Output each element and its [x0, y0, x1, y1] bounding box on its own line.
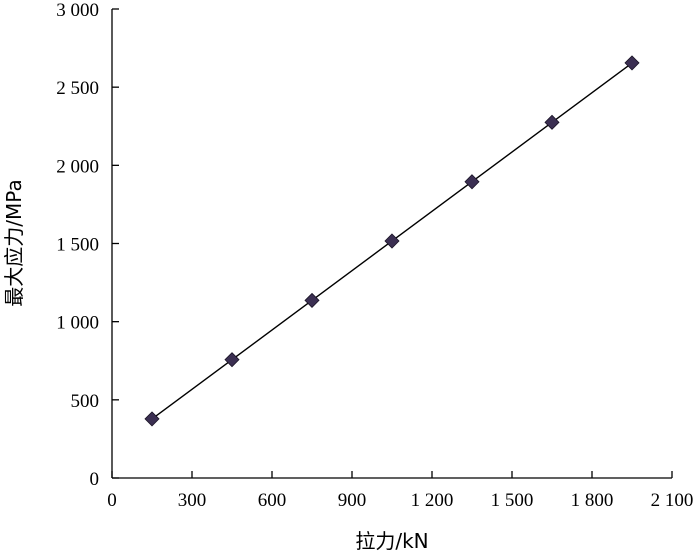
x-tick-label: 1 200	[411, 490, 454, 511]
data-point-marker	[224, 352, 240, 368]
x-axis-title: 拉力/kN	[355, 529, 428, 553]
x-tick-label: 600	[258, 490, 287, 511]
data-point-marker	[544, 114, 560, 130]
data-point-marker	[624, 55, 640, 71]
y-tick-label: 1 000	[56, 313, 99, 334]
markers	[144, 55, 640, 427]
data-point-marker	[464, 174, 480, 190]
x-tick-label: 1 800	[571, 490, 614, 511]
data-point-marker	[384, 233, 400, 249]
x-tick-label: 300	[178, 490, 207, 511]
x-tick-label: 1 500	[491, 490, 534, 511]
y-tick-label: 2 000	[56, 156, 99, 177]
x-tick-label: 2 100	[651, 490, 694, 511]
y-tick-label: 3 000	[56, 0, 99, 21]
x-tick-label: 0	[107, 490, 117, 511]
data-point-marker	[304, 292, 320, 308]
x-tick-label: 900	[338, 490, 367, 511]
y-tick-label: 0	[90, 469, 100, 490]
y-tick-label: 2 500	[56, 78, 99, 99]
y-tick-label: 500	[71, 391, 100, 412]
data-point-marker	[144, 411, 160, 427]
y-axis-title: 最大应力/MPa	[2, 179, 26, 306]
y-tick-label: 1 500	[56, 235, 99, 256]
